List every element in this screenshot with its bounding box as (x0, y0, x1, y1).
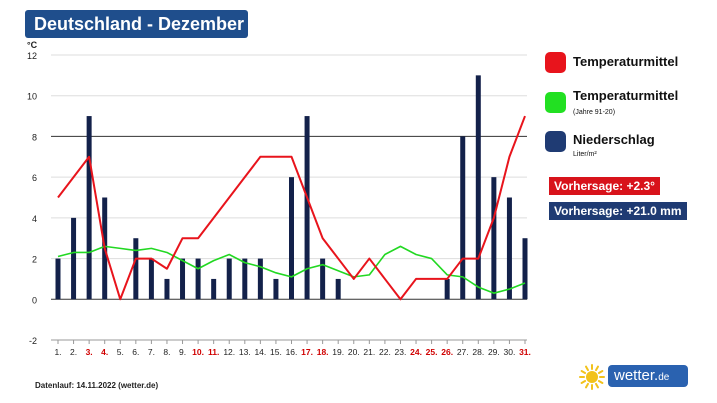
y-tick-label: 2 (32, 255, 37, 265)
precipitation-bar (304, 116, 310, 300)
y-tick-label: 4 (32, 214, 37, 224)
x-tick-label: 24. (410, 347, 422, 357)
precipitation-bar (242, 258, 248, 300)
sun-ray (595, 382, 599, 389)
y-tick-label: 8 (32, 132, 37, 142)
x-tick-label: 22. (379, 347, 391, 357)
y-axis-unit: °C (27, 40, 38, 50)
precipitation-bar (133, 238, 139, 300)
x-tick-label: 12. (223, 347, 235, 357)
sun-ray (595, 365, 599, 372)
x-tick-label: 27. (457, 347, 469, 357)
precipitation-bar (226, 258, 232, 300)
legend-sub-temperature-normal: (Jahre 91-20) (573, 109, 616, 116)
sun-ray (585, 365, 589, 372)
x-tick-label: 5. (117, 347, 124, 357)
axes: -2 0 2 4 6 8 10 12°C 1. 2. 3. 4. 5. 6. 7. 8. 9. 10. 11. 12.… (27, 40, 531, 357)
legend-label-temperature: Temperaturmittel (573, 54, 679, 69)
logo-dot: . (654, 367, 659, 384)
x-tick-label: 15. (270, 347, 282, 357)
sun-ray (597, 380, 604, 384)
precipitation-bar (86, 116, 92, 300)
precipitation-bar (522, 238, 528, 300)
legend-swatch-temperature-normal (545, 92, 566, 113)
sun-ray (580, 380, 587, 384)
forecast-precipitation-badge: Vorhersage: +21.0 mm (549, 202, 687, 220)
x-tick-label: 30. (504, 347, 516, 357)
legend-sub-precipitation: Liter/m² (573, 151, 597, 158)
x-tick-label: 21. (363, 347, 375, 357)
x-tick-label: 20. (348, 347, 360, 357)
precipitation-bar (71, 217, 77, 300)
precipitation-bar (148, 258, 154, 300)
precipitation-bar (335, 278, 341, 300)
x-tick-label: 19. (332, 347, 344, 357)
precipitation-bar (273, 278, 279, 300)
y-tick-label: 12 (27, 51, 37, 61)
legend-label-precipitation: Niederschlag (573, 132, 655, 147)
x-tick-label: 10. (192, 347, 204, 357)
legend-swatch-precipitation (545, 131, 566, 152)
x-tick-label: 2. (70, 347, 77, 357)
x-tick-label: 6. (132, 347, 139, 357)
legend-swatch-temperature (545, 52, 566, 73)
x-tick-label: 18. (317, 347, 329, 357)
temperature-normal-line (57, 245, 526, 294)
x-tick-label: 14. (254, 347, 266, 357)
x-tick-label: 7. (148, 347, 155, 357)
precipitation-bar (460, 136, 466, 300)
y-tick-label: -2 (29, 336, 37, 346)
precipitation-bar (164, 278, 170, 300)
temperature-lines (57, 115, 526, 301)
sun-icon (579, 364, 605, 390)
x-tick-label: 29. (488, 347, 500, 357)
x-tick-label: 31. (519, 347, 531, 357)
precipitation-bar (320, 258, 326, 300)
x-tick-label: 4. (101, 347, 108, 357)
x-tick-label: 26. (441, 347, 453, 357)
precipitation-bar (475, 75, 481, 300)
temperature-line (57, 115, 526, 301)
precipitation-bar (195, 258, 201, 300)
logo-suffix: de (658, 372, 670, 383)
x-tick-label: 9. (179, 347, 186, 357)
x-tick-label: 25. (426, 347, 438, 357)
precipitation-bar (289, 177, 294, 300)
legend-label-temperature-normal: Temperaturmittel (573, 88, 679, 103)
chart-title: Deutschland - Dezember (25, 10, 248, 38)
x-tick-label: 13. (239, 347, 251, 357)
precipitation-bar (257, 258, 263, 300)
x-tick-label: 23. (395, 347, 407, 357)
precipitation-bar (491, 177, 497, 300)
y-tick-label: 0 (32, 295, 37, 305)
x-tick-label: 11. (208, 347, 219, 357)
sun-ray (580, 370, 587, 374)
precipitation-bar (506, 197, 512, 300)
x-tick-label: 16. (286, 347, 298, 357)
precipitation-bar (444, 278, 450, 300)
precipitation-bar (211, 278, 217, 300)
logo-text: wetter (614, 367, 655, 384)
x-tick-label: 17. (301, 347, 313, 357)
x-tick-label: 1. (54, 347, 61, 357)
logo-wordmark: wetter.de (608, 365, 688, 387)
precipitation-bar (180, 258, 186, 300)
x-tick-label: 28. (472, 347, 484, 357)
sun-core (586, 371, 598, 383)
x-tick-label: 8. (163, 347, 170, 357)
y-tick-label: 6 (32, 173, 37, 183)
precipitation-bar (55, 258, 61, 300)
sun-ray (585, 382, 589, 389)
forecast-temperature-badge: Vorhersage: +2.3° (549, 177, 660, 195)
y-tick-label: 10 (27, 92, 37, 102)
data-run-note: Datenlauf: 14.11.2022 (wetter.de) (35, 381, 159, 390)
x-tick-label: 3. (86, 347, 93, 357)
sun-ray (597, 370, 604, 374)
